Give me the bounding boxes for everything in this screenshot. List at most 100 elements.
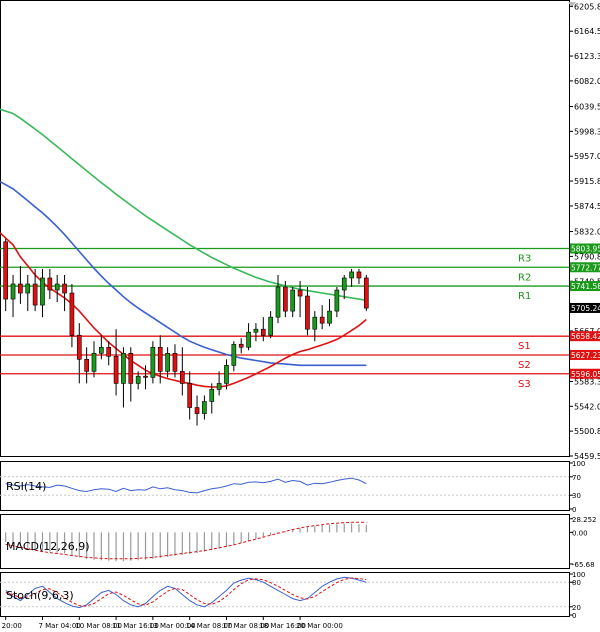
candle — [91, 341, 97, 378]
candle — [69, 283, 75, 348]
candle — [150, 341, 156, 384]
candle-body — [268, 316, 273, 336]
macd-panel: 28.252 0.00 -65.68 — [5, 516, 597, 569]
price-tick-label: 6164.55 — [574, 27, 600, 36]
candle-body — [275, 286, 281, 318]
candle — [40, 268, 45, 318]
price-tick-label: 5998.30 — [574, 127, 600, 136]
macd-tick-label: -65.68 — [572, 561, 595, 569]
candle-body — [25, 283, 31, 294]
level-name-r2: R2 — [518, 272, 531, 283]
candle-body — [69, 292, 75, 336]
price-tick-label: 5957.05 — [574, 152, 600, 161]
price-tick-label: 5790.80 — [574, 252, 600, 261]
candle-body — [194, 407, 200, 414]
level-value-box-r1 — [570, 281, 600, 292]
candle — [363, 274, 369, 312]
level-name-r3: R3 — [518, 253, 531, 264]
time-tick-label: 11 Mar 16:00 — [112, 622, 159, 630]
time-tick-label: 20 Mar 00:00 — [296, 622, 343, 630]
candle — [283, 280, 288, 318]
stoch-tick-label: 80 — [572, 579, 581, 587]
candle — [62, 274, 67, 312]
current-price-label: 5705.24 — [571, 304, 600, 313]
candle-body — [312, 316, 318, 330]
level-name-r1: R1 — [518, 291, 531, 302]
candle — [165, 347, 170, 378]
level-value-r3: 5803.95 — [571, 244, 600, 253]
candle-body — [260, 328, 266, 336]
candle — [32, 268, 38, 312]
ma-fast-line — [0, 232, 367, 388]
candle-body — [224, 365, 229, 384]
current-price-box — [570, 302, 600, 313]
time-tick-label: 14 Mar 08:00 — [186, 622, 233, 630]
candlesticks — [3, 238, 369, 426]
candle-body — [62, 283, 67, 294]
candle-body — [40, 277, 45, 306]
candle-body — [150, 346, 156, 378]
candle-body — [32, 283, 38, 306]
stoch-tick-label: 20 — [572, 604, 581, 612]
price-tick-label: 6123.30 — [574, 52, 600, 61]
level-labels: R3 5803.95 R2 5772.77 R1 5741.58 S1 5658.42 S2 56… — [518, 243, 600, 390]
macd-tick-label: 0.00 — [572, 529, 588, 537]
candle — [334, 287, 340, 318]
time-tick-label: 10 Mar 08:00 — [75, 622, 122, 630]
level-value-box-s3 — [570, 368, 600, 379]
candle-body — [216, 383, 222, 390]
candle-body — [128, 352, 134, 384]
level-value-box-r2 — [570, 262, 600, 273]
candle-body — [341, 277, 347, 291]
candle-body — [246, 331, 251, 348]
candle-body — [187, 383, 193, 408]
macd-label: MACD(12,26,9) — [6, 540, 90, 553]
candle-body — [334, 289, 340, 312]
candle-body — [47, 277, 53, 291]
scroll-marker-icon[interactable] — [568, 2, 576, 7]
rsi-tick-label: 0 — [572, 506, 576, 514]
time-tick-label: 7 Mar 04:00 — [38, 622, 80, 630]
stoch-tick-label: 0 — [572, 612, 576, 620]
candle — [157, 335, 163, 384]
candle-body — [297, 289, 303, 297]
candle-body — [327, 310, 332, 324]
candle — [3, 238, 9, 312]
price-tick-label: 5583.30 — [574, 377, 600, 386]
macd-tick-label: 28.252 — [572, 516, 597, 524]
rsi-tick-label: 30 — [572, 492, 581, 500]
rsi-label: RSI(14) — [6, 480, 46, 493]
candle — [172, 344, 178, 378]
candle-body — [209, 389, 215, 402]
candle — [297, 280, 303, 318]
main-panel-frame — [0, 0, 570, 457]
time-tick-label: 18 Mar 16:00 — [259, 622, 306, 630]
level-name-s2: S2 — [518, 360, 531, 371]
candle-body — [121, 352, 126, 384]
rsi-panel-frame — [0, 461, 570, 511]
candle — [10, 274, 16, 318]
ma-mid-line — [0, 180, 367, 367]
candle-body — [356, 271, 362, 279]
candle-body — [305, 295, 310, 330]
candle — [106, 341, 112, 366]
candle-body — [3, 241, 9, 300]
candle-body — [18, 283, 23, 294]
candle — [47, 268, 53, 300]
candle-body — [290, 289, 296, 312]
candle — [290, 287, 296, 318]
candle-body — [283, 286, 288, 312]
candle — [327, 299, 332, 327]
macd-panel-frame — [0, 514, 570, 569]
level-value-box-s2 — [570, 349, 600, 360]
candle-body — [349, 271, 354, 279]
candle — [179, 347, 185, 396]
candle-body — [84, 359, 89, 372]
candle-body — [165, 352, 170, 372]
ma-slow-line — [0, 108, 367, 302]
candle — [319, 305, 325, 330]
level-value-r2: 5772.77 — [571, 263, 600, 272]
candle-body — [91, 352, 97, 372]
